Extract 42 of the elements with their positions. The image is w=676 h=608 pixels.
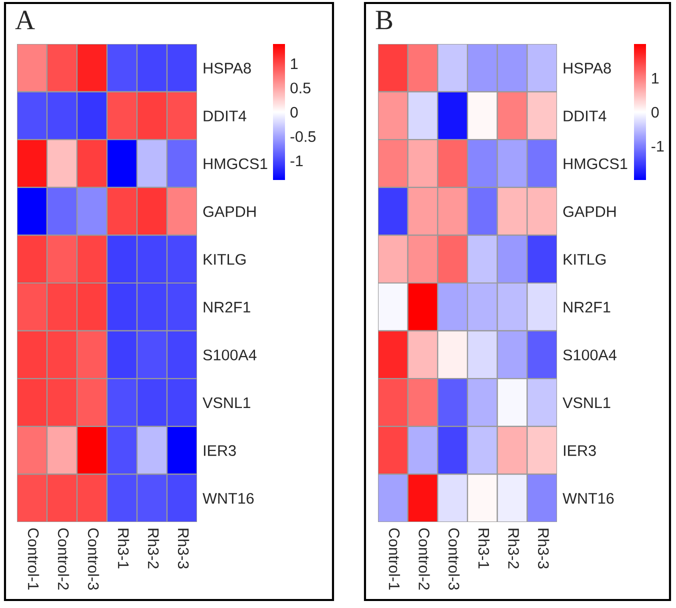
x-tick-label: Control-3 — [88, 528, 100, 590]
y-tick-label: IER3 — [204, 445, 236, 456]
y-tick-label: HSPA8 — [564, 62, 611, 74]
x-tick-label: Control-1 — [28, 528, 40, 590]
chart-title: B — [376, 10, 392, 30]
x-tick-label: Rh3-2 — [148, 528, 160, 568]
y-tick-label: HSPA8 — [204, 62, 251, 74]
y-tick-label: HMGCS1 — [204, 158, 268, 170]
y-tick-label: VSNL1 — [562, 397, 610, 408]
y-tick-label: WNT16 — [202, 492, 254, 504]
x-tick-label: Control-2 — [58, 528, 70, 590]
y-tick-label: VSNL1 — [202, 397, 250, 408]
color-bar-label: -0.5 — [290, 131, 316, 142]
y-tick-label: WNT16 — [562, 492, 614, 504]
y-tick-label: DDIT4 — [564, 110, 606, 122]
color-bar-label: 0 — [651, 106, 659, 118]
color-bar-label: 0.5 — [290, 82, 310, 94]
color-bar-label: 1 — [652, 73, 659, 84]
x-tick-label: Rh3-2 — [508, 528, 520, 568]
y-tick-label: GAPDH — [563, 206, 616, 217]
y-tick-label: IER3 — [564, 445, 596, 456]
color-bar-label: 1 — [291, 58, 298, 69]
color-bar-label: -1 — [652, 141, 664, 152]
x-tick-label: Rh3-1 — [478, 528, 490, 568]
y-tick-label: S100A4 — [203, 350, 256, 360]
x-tick-label: Rh3-1 — [118, 528, 130, 568]
y-tick-label: S100A4 — [563, 350, 616, 360]
x-tick-label: Control-1 — [388, 528, 400, 590]
x-tick-label: Rh3-3 — [538, 528, 550, 568]
color-bar-label: 0 — [290, 106, 298, 118]
x-tick-label: Control-3 — [448, 528, 460, 590]
x-tick-label: Control-2 — [418, 528, 430, 590]
color-bar-label: -1 — [290, 156, 303, 166]
x-tick-label: Rh3-3 — [178, 528, 190, 568]
y-tick-label: KITLG — [204, 254, 246, 265]
y-tick-label: HMGCS1 — [564, 158, 628, 170]
chart-title: A — [15, 10, 35, 30]
y-tick-label: DDIT4 — [204, 110, 246, 122]
y-tick-label: GAPDH — [203, 206, 256, 217]
y-tick-label: NR2F1 — [204, 302, 250, 312]
y-tick-label: NR2F1 — [564, 302, 610, 312]
y-tick-label: KITLG — [564, 254, 606, 265]
